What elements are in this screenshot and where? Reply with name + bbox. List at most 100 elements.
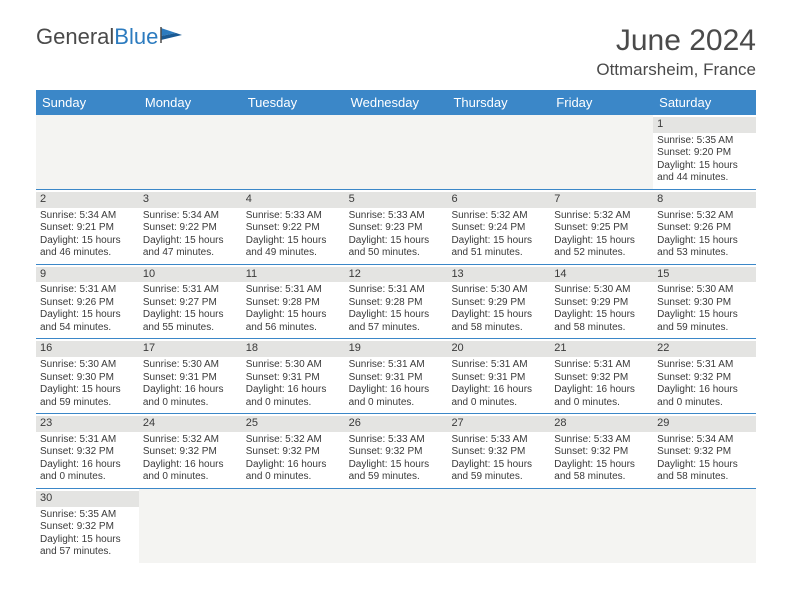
daylight-line: Daylight: 15 hours and 55 minutes.	[143, 309, 238, 334]
week-row: 9Sunrise: 5:31 AMSunset: 9:26 PMDaylight…	[36, 265, 756, 340]
day-cell: 19Sunrise: 5:31 AMSunset: 9:31 PMDayligh…	[345, 339, 448, 413]
daylight-line: Daylight: 15 hours and 58 minutes.	[554, 459, 649, 484]
sunrise-line: Sunrise: 5:33 AM	[349, 210, 444, 223]
day-header: Wednesday	[345, 90, 448, 115]
day-cell-empty	[345, 489, 448, 563]
day-number: 13	[447, 267, 550, 283]
day-cell: 24Sunrise: 5:32 AMSunset: 9:32 PMDayligh…	[139, 414, 242, 488]
day-number: 7	[550, 192, 653, 208]
day-cell: 13Sunrise: 5:30 AMSunset: 9:29 PMDayligh…	[447, 265, 550, 339]
week-row: 16Sunrise: 5:30 AMSunset: 9:30 PMDayligh…	[36, 339, 756, 414]
day-cell: 25Sunrise: 5:32 AMSunset: 9:32 PMDayligh…	[242, 414, 345, 488]
day-number: 22	[653, 341, 756, 357]
daylight-line: Daylight: 15 hours and 59 minutes.	[657, 309, 752, 334]
sunrise-line: Sunrise: 5:30 AM	[143, 359, 238, 372]
sunrise-line: Sunrise: 5:31 AM	[246, 284, 341, 297]
day-cell-empty	[447, 115, 550, 189]
day-headers-row: SundayMondayTuesdayWednesdayThursdayFrid…	[36, 90, 756, 115]
day-number: 26	[345, 416, 448, 432]
sunrise-line: Sunrise: 5:31 AM	[657, 359, 752, 372]
sunrise-line: Sunrise: 5:35 AM	[657, 135, 752, 148]
day-header: Tuesday	[242, 90, 345, 115]
day-number: 21	[550, 341, 653, 357]
day-cell: 16Sunrise: 5:30 AMSunset: 9:30 PMDayligh…	[36, 339, 139, 413]
sunrise-line: Sunrise: 5:31 AM	[143, 284, 238, 297]
sunrise-line: Sunrise: 5:31 AM	[451, 359, 546, 372]
day-cell: 29Sunrise: 5:34 AMSunset: 9:32 PMDayligh…	[653, 414, 756, 488]
sunset-line: Sunset: 9:21 PM	[40, 222, 135, 235]
sunset-line: Sunset: 9:24 PM	[451, 222, 546, 235]
sunset-line: Sunset: 9:26 PM	[657, 222, 752, 235]
day-number: 19	[345, 341, 448, 357]
sunset-line: Sunset: 9:32 PM	[657, 372, 752, 385]
sunset-line: Sunset: 9:29 PM	[451, 297, 546, 310]
day-number: 17	[139, 341, 242, 357]
day-cell: 10Sunrise: 5:31 AMSunset: 9:27 PMDayligh…	[139, 265, 242, 339]
daylight-line: Daylight: 15 hours and 58 minutes.	[657, 459, 752, 484]
daylight-line: Daylight: 16 hours and 0 minutes.	[40, 459, 135, 484]
day-cell: 18Sunrise: 5:30 AMSunset: 9:31 PMDayligh…	[242, 339, 345, 413]
daylight-line: Daylight: 16 hours and 0 minutes.	[657, 384, 752, 409]
daylight-line: Daylight: 15 hours and 47 minutes.	[143, 235, 238, 260]
daylight-line: Daylight: 16 hours and 0 minutes.	[554, 384, 649, 409]
day-cell: 7Sunrise: 5:32 AMSunset: 9:25 PMDaylight…	[550, 190, 653, 264]
logo: GeneralBlue	[36, 24, 186, 50]
day-cell: 20Sunrise: 5:31 AMSunset: 9:31 PMDayligh…	[447, 339, 550, 413]
sunrise-line: Sunrise: 5:31 AM	[40, 434, 135, 447]
daylight-line: Daylight: 15 hours and 59 minutes.	[349, 459, 444, 484]
week-row: 30Sunrise: 5:35 AMSunset: 9:32 PMDayligh…	[36, 489, 756, 563]
sunrise-line: Sunrise: 5:34 AM	[657, 434, 752, 447]
day-cell: 9Sunrise: 5:31 AMSunset: 9:26 PMDaylight…	[36, 265, 139, 339]
daylight-line: Daylight: 16 hours and 0 minutes.	[451, 384, 546, 409]
day-cell: 6Sunrise: 5:32 AMSunset: 9:24 PMDaylight…	[447, 190, 550, 264]
daylight-line: Daylight: 16 hours and 0 minutes.	[143, 384, 238, 409]
sunset-line: Sunset: 9:30 PM	[657, 297, 752, 310]
day-cell: 22 Sunrise: 5:31 AMSunset: 9:32 PMDayligh…	[653, 339, 756, 413]
daylight-line: Daylight: 16 hours and 0 minutes.	[143, 459, 238, 484]
day-cell: 5Sunrise: 5:33 AMSunset: 9:23 PMDaylight…	[345, 190, 448, 264]
sunset-line: Sunset: 9:32 PM	[451, 446, 546, 459]
daylight-line: Daylight: 16 hours and 0 minutes.	[246, 384, 341, 409]
sunset-line: Sunset: 9:32 PM	[40, 521, 135, 534]
day-cell-empty	[550, 115, 653, 189]
calendar: SundayMondayTuesdayWednesdayThursdayFrid…	[36, 90, 756, 563]
daylight-line: Daylight: 15 hours and 57 minutes.	[40, 534, 135, 559]
sunset-line: Sunset: 9:25 PM	[554, 222, 649, 235]
header: GeneralBlue June 2024 Ottmarsheim, Franc…	[0, 0, 792, 90]
day-cell-empty	[447, 489, 550, 563]
sunset-line: Sunset: 9:32 PM	[143, 446, 238, 459]
daylight-line: Daylight: 15 hours and 59 minutes.	[451, 459, 546, 484]
sunset-line: Sunset: 9:29 PM	[554, 297, 649, 310]
daylight-line: Daylight: 15 hours and 50 minutes.	[349, 235, 444, 260]
sunset-line: Sunset: 9:28 PM	[246, 297, 341, 310]
day-number: 1	[653, 117, 756, 133]
sunset-line: Sunset: 9:32 PM	[40, 446, 135, 459]
sunset-line: Sunset: 9:23 PM	[349, 222, 444, 235]
day-number: 8	[653, 192, 756, 208]
sunset-line: Sunset: 9:31 PM	[143, 372, 238, 385]
sunset-line: Sunset: 9:31 PM	[246, 372, 341, 385]
day-number: 12	[345, 267, 448, 283]
day-number: 20	[447, 341, 550, 357]
sunset-line: Sunset: 9:27 PM	[143, 297, 238, 310]
sunset-line: Sunset: 9:32 PM	[554, 372, 649, 385]
day-number: 2	[36, 192, 139, 208]
sunset-line: Sunset: 9:22 PM	[246, 222, 341, 235]
sunset-line: Sunset: 9:32 PM	[554, 446, 649, 459]
weeks-container: 1Sunrise: 5:35 AMSunset: 9:20 PMDaylight…	[36, 115, 756, 563]
day-number: 3	[139, 192, 242, 208]
day-number: 14	[550, 267, 653, 283]
day-header: Sunday	[36, 90, 139, 115]
flag-icon	[160, 24, 186, 50]
day-cell-empty	[139, 489, 242, 563]
sunrise-line: Sunrise: 5:32 AM	[451, 210, 546, 223]
title-block: June 2024 Ottmarsheim, France	[596, 24, 756, 80]
logo-text-1: General	[36, 24, 114, 50]
sunrise-line: Sunrise: 5:30 AM	[554, 284, 649, 297]
day-number: 16	[36, 341, 139, 357]
day-cell: 4Sunrise: 5:33 AMSunset: 9:22 PMDaylight…	[242, 190, 345, 264]
day-number: 10	[139, 267, 242, 283]
day-cell: 28Sunrise: 5:33 AMSunset: 9:32 PMDayligh…	[550, 414, 653, 488]
day-number: 15	[653, 267, 756, 283]
day-number: 9	[36, 267, 139, 283]
